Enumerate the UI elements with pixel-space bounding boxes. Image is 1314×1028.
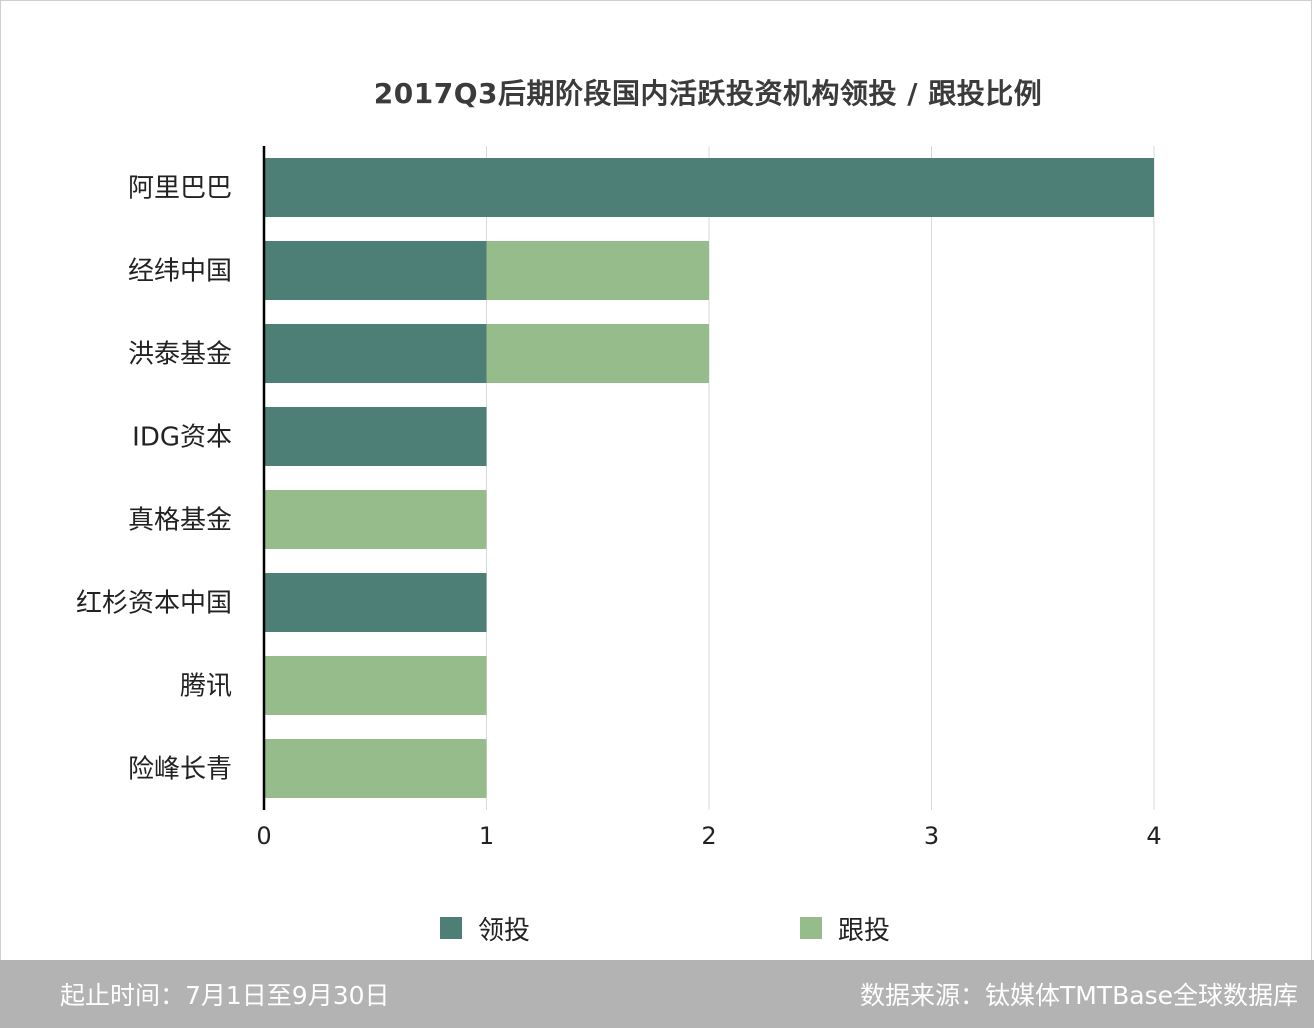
bar-follow (264, 739, 487, 798)
chart-title: 2017Q3后期阶段国内活跃投资机构领投 / 跟投比例 (373, 77, 1043, 110)
category-label: 真格基金 (128, 506, 232, 536)
x-tick-label: 2 (701, 822, 716, 850)
legend-swatch-lead (440, 917, 462, 939)
bar-lead (264, 407, 487, 466)
legend-swatch-follow (800, 917, 822, 939)
bar-lead (264, 158, 1154, 217)
x-tick-label: 4 (1146, 822, 1161, 850)
footer-period: 起止时间：7月1日至9月30日 (60, 981, 390, 1010)
bar-follow (264, 656, 487, 715)
category-label: 险峰长青 (128, 755, 232, 785)
bar-follow (486, 324, 709, 383)
x-tick-label: 3 (924, 822, 939, 850)
category-label: 洪泰基金 (128, 340, 232, 370)
bar-lead (264, 573, 487, 632)
category-label: 红杉资本中国 (76, 589, 232, 619)
category-label: 腾讯 (180, 672, 232, 702)
bar-follow (486, 241, 709, 300)
legend-label-follow: 跟投 (838, 915, 891, 946)
category-label: IDG资本 (132, 423, 232, 453)
x-tick-label: 1 (479, 822, 494, 850)
x-tick-label: 0 (256, 822, 271, 850)
legend-item-follow: 跟投 (800, 910, 890, 946)
footer-source: 数据来源：钛媒体TMTBase全球数据库 (860, 981, 1298, 1010)
bar-lead (264, 241, 487, 300)
legend-label-lead: 领投 (478, 915, 531, 946)
bar-lead (264, 324, 487, 383)
category-label: 经纬中国 (128, 257, 232, 287)
legend-item-lead: 领投 (440, 910, 530, 946)
bar-follow (264, 490, 487, 549)
footer-bar: 起止时间：7月1日至9月30日 数据来源：钛媒体TMTBase全球数据库 (0, 960, 1314, 1028)
category-label: 阿里巴巴 (128, 174, 232, 204)
